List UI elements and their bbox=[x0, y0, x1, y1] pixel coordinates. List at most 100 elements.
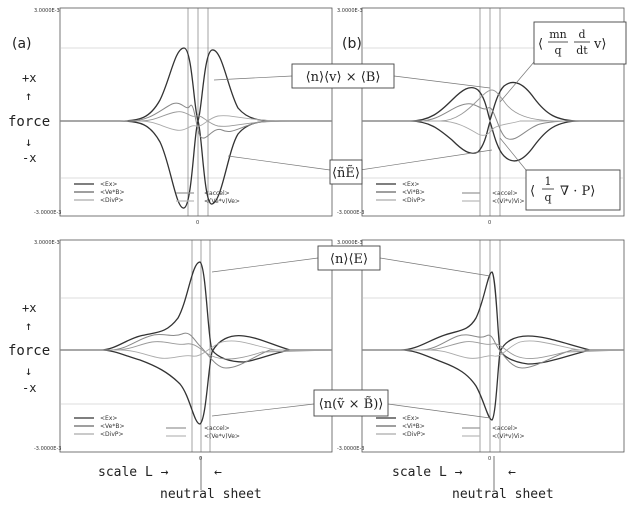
panel-bottom-right: 3.0000E-3 -3.0000E-3 0 bbox=[337, 239, 625, 462]
series-ex bbox=[60, 261, 332, 363]
panel-frame bbox=[361, 7, 625, 217]
bottom-annotations-right: scale L → ← neutral sheet bbox=[392, 456, 554, 502]
leader-lines bbox=[211, 61, 535, 419]
legend-entry: <DivP> bbox=[402, 431, 426, 438]
series-vxb bbox=[60, 119, 332, 209]
x-tick-zero: 0 bbox=[199, 456, 202, 462]
legend-entry: <accel> bbox=[492, 190, 518, 197]
callout-box bbox=[533, 21, 627, 65]
fraction-numerator: mn bbox=[549, 28, 567, 41]
fraction-denominator: q bbox=[544, 191, 551, 204]
leader-line bbox=[393, 75, 491, 89]
callout-label: ⟨n(ṽ × B̃)⟩ bbox=[319, 396, 384, 412]
callout-label: ⟨n⟩⟨E⟩ bbox=[330, 252, 368, 267]
callout-e-fluct: ⟨ñẼ⟩ bbox=[329, 159, 363, 185]
y-tick-bottom: -3.0000E-3 bbox=[34, 210, 61, 216]
x-tick-zero: 0 bbox=[196, 220, 199, 226]
derivative-numerator: d bbox=[578, 28, 585, 41]
legend-entry: <Ex> bbox=[100, 415, 117, 422]
y-tick-top: 3.0000E-3 bbox=[337, 240, 363, 246]
left-arrow-icon: ← bbox=[508, 465, 516, 480]
panel-label-a: (a) bbox=[12, 36, 32, 52]
legend-entry: <(Ve*v)Ve> bbox=[204, 198, 240, 205]
panel-frame bbox=[59, 7, 333, 217]
down-arrow-icon: ↓ bbox=[25, 135, 32, 149]
fraction-numerator: 1 bbox=[545, 175, 552, 188]
up-arrow-icon: ↑ bbox=[25, 319, 32, 333]
leader-line bbox=[227, 155, 331, 171]
neutral-sheet-label: neutral sheet bbox=[452, 487, 554, 502]
left-arrow-icon: ← bbox=[214, 465, 222, 480]
series-vxb bbox=[362, 335, 624, 421]
force-label: force bbox=[8, 343, 50, 359]
y-tick-bottom: -3.0000E-3 bbox=[34, 446, 61, 452]
down-arrow-icon: ↓ bbox=[25, 364, 32, 378]
callout-prefix: ⟨ bbox=[530, 184, 535, 199]
legend-entry: <Vi*B> bbox=[402, 189, 425, 196]
leader-line bbox=[379, 257, 491, 277]
legend-entry: <Ex> bbox=[402, 181, 419, 188]
legend-top-right: <Ex> <Vi*B> <DivP> <accel> <(Vi*v)Vi> bbox=[376, 181, 525, 205]
series-divp bbox=[60, 102, 332, 139]
panel-frame bbox=[361, 239, 625, 453]
curves-top-left bbox=[60, 47, 332, 209]
force-axis-bottom: +x ↑ force ↓ -x bbox=[8, 301, 50, 395]
callout-e-mean: ⟨n⟩⟨E⟩ bbox=[317, 245, 381, 271]
series-inertia bbox=[60, 115, 332, 131]
callout-suffix: ∇ · P⟩ bbox=[560, 184, 595, 199]
series-ex bbox=[362, 81, 624, 122]
legend-entry: <accel> bbox=[204, 190, 230, 197]
callout-box bbox=[329, 159, 363, 185]
bottom-annotations-left: scale L → ← neutral sheet bbox=[98, 456, 262, 502]
callout-suffix: v⟩ bbox=[593, 37, 606, 52]
callout-label: ⟨n⟩⟨v⟩ × ⟨B⟩ bbox=[306, 70, 381, 85]
legend-entry: <Ex> bbox=[100, 181, 117, 188]
series-accel bbox=[362, 341, 625, 359]
legend-entry: <(Vi*v)Vi> bbox=[492, 198, 525, 205]
y-tick-top: 3.0000E-3 bbox=[34, 8, 60, 14]
leader-line bbox=[499, 137, 527, 171]
series-ex bbox=[362, 271, 624, 365]
series-vxb bbox=[362, 120, 624, 162]
legend-entry: <DivP> bbox=[100, 197, 124, 204]
curves-top-right bbox=[362, 81, 625, 162]
legend-entry: <DivP> bbox=[402, 197, 426, 204]
callout-vxb-fluct: ⟨n(ṽ × B̃)⟩ bbox=[313, 389, 389, 417]
callout-pressure: ⟨ 1 q ∇ · P⟩ bbox=[525, 169, 621, 211]
minus-x-label: -x bbox=[22, 151, 36, 165]
legend-entry: <Ve*B> bbox=[100, 423, 125, 430]
legend-entry: <Ve*B> bbox=[100, 189, 125, 196]
leader-line bbox=[213, 75, 293, 81]
legend-top-left: <Ex> <Ve*B> <DivP> <accel> <(Ve*v)Ve> bbox=[74, 181, 240, 205]
series-inertia bbox=[362, 340, 624, 359]
x-tick-zero: 0 bbox=[488, 456, 491, 462]
series-vxb bbox=[60, 334, 332, 425]
callout-box bbox=[317, 245, 381, 271]
y-tick-top: 3.0000E-3 bbox=[34, 240, 60, 246]
legend-entry: <Ex> bbox=[402, 415, 419, 422]
callout-box bbox=[291, 63, 395, 89]
leader-line bbox=[211, 403, 315, 417]
callout-box bbox=[313, 389, 389, 417]
panel-frame bbox=[59, 239, 333, 453]
series-divp bbox=[362, 334, 624, 369]
leader-line bbox=[387, 403, 491, 419]
neutral-sheet-label: neutral sheet bbox=[160, 487, 262, 502]
series-accel bbox=[60, 341, 333, 360]
leader-line bbox=[499, 61, 535, 103]
plus-x-label: +x bbox=[22, 71, 36, 85]
panel-label-b: (b) bbox=[342, 36, 362, 52]
curves-bottom-left bbox=[60, 261, 333, 425]
legend-entry: <Vi*B> bbox=[402, 423, 425, 430]
plus-x-label: +x bbox=[22, 301, 36, 315]
callout-prefix: ⟨ bbox=[538, 37, 543, 52]
fraction-denominator: q bbox=[554, 44, 561, 57]
force-axis-top: +x ↑ force ↓ -x bbox=[8, 71, 50, 165]
series-accel bbox=[60, 111, 332, 127]
minus-x-label: -x bbox=[22, 381, 36, 395]
legend-entry: <accel> bbox=[204, 425, 230, 432]
series-ex bbox=[60, 47, 332, 123]
scale-label: scale L → bbox=[98, 465, 169, 480]
scale-label: scale L → bbox=[392, 465, 463, 480]
panel-top-left: 3.0000E-3 -3.0000E-3 0 (a) bbox=[12, 7, 333, 226]
